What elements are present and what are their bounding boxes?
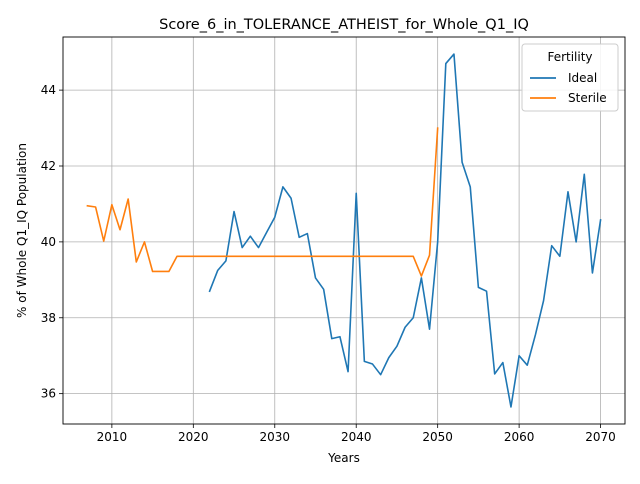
y-axis-label: % of Whole Q1_IQ Population <box>15 143 29 318</box>
legend-label-sterile: Sterile <box>568 91 607 105</box>
x-tick-label: 2060 <box>504 430 535 444</box>
chart-title: Score_6_in_TOLERANCE_ATHEIST_for_Whole_Q… <box>159 17 529 33</box>
x-tick-label: 2030 <box>259 430 290 444</box>
legend-label-ideal: Ideal <box>568 71 597 85</box>
x-tick-label: 2020 <box>178 430 209 444</box>
y-tick-label: 44 <box>41 83 56 97</box>
plot-frame <box>62 36 626 425</box>
x-tick-label: 2010 <box>97 430 128 444</box>
series-line-sterile <box>86 127 439 277</box>
x-tick-label: 2050 <box>422 430 453 444</box>
legend-box <box>521 43 619 112</box>
y-tick-label: 40 <box>41 235 56 249</box>
series-lines <box>86 53 602 408</box>
grid-lines <box>63 37 625 424</box>
legend-title: Fertility <box>547 50 592 64</box>
y-tick-label: 38 <box>41 311 56 325</box>
y-tick-label: 42 <box>41 159 56 173</box>
x-tick-label: 2040 <box>341 430 372 444</box>
x-axis-label: Years <box>327 451 360 465</box>
axis-ticks: 2010 2020 2030 2040 2050 2060 2070 36 38 40 42 44 <box>41 83 616 444</box>
y-tick-label: 36 <box>41 387 56 401</box>
x-tick-label: 2070 <box>585 430 616 444</box>
legend: Fertility Ideal Sterile <box>521 43 619 112</box>
series-line-ideal <box>208 53 602 408</box>
